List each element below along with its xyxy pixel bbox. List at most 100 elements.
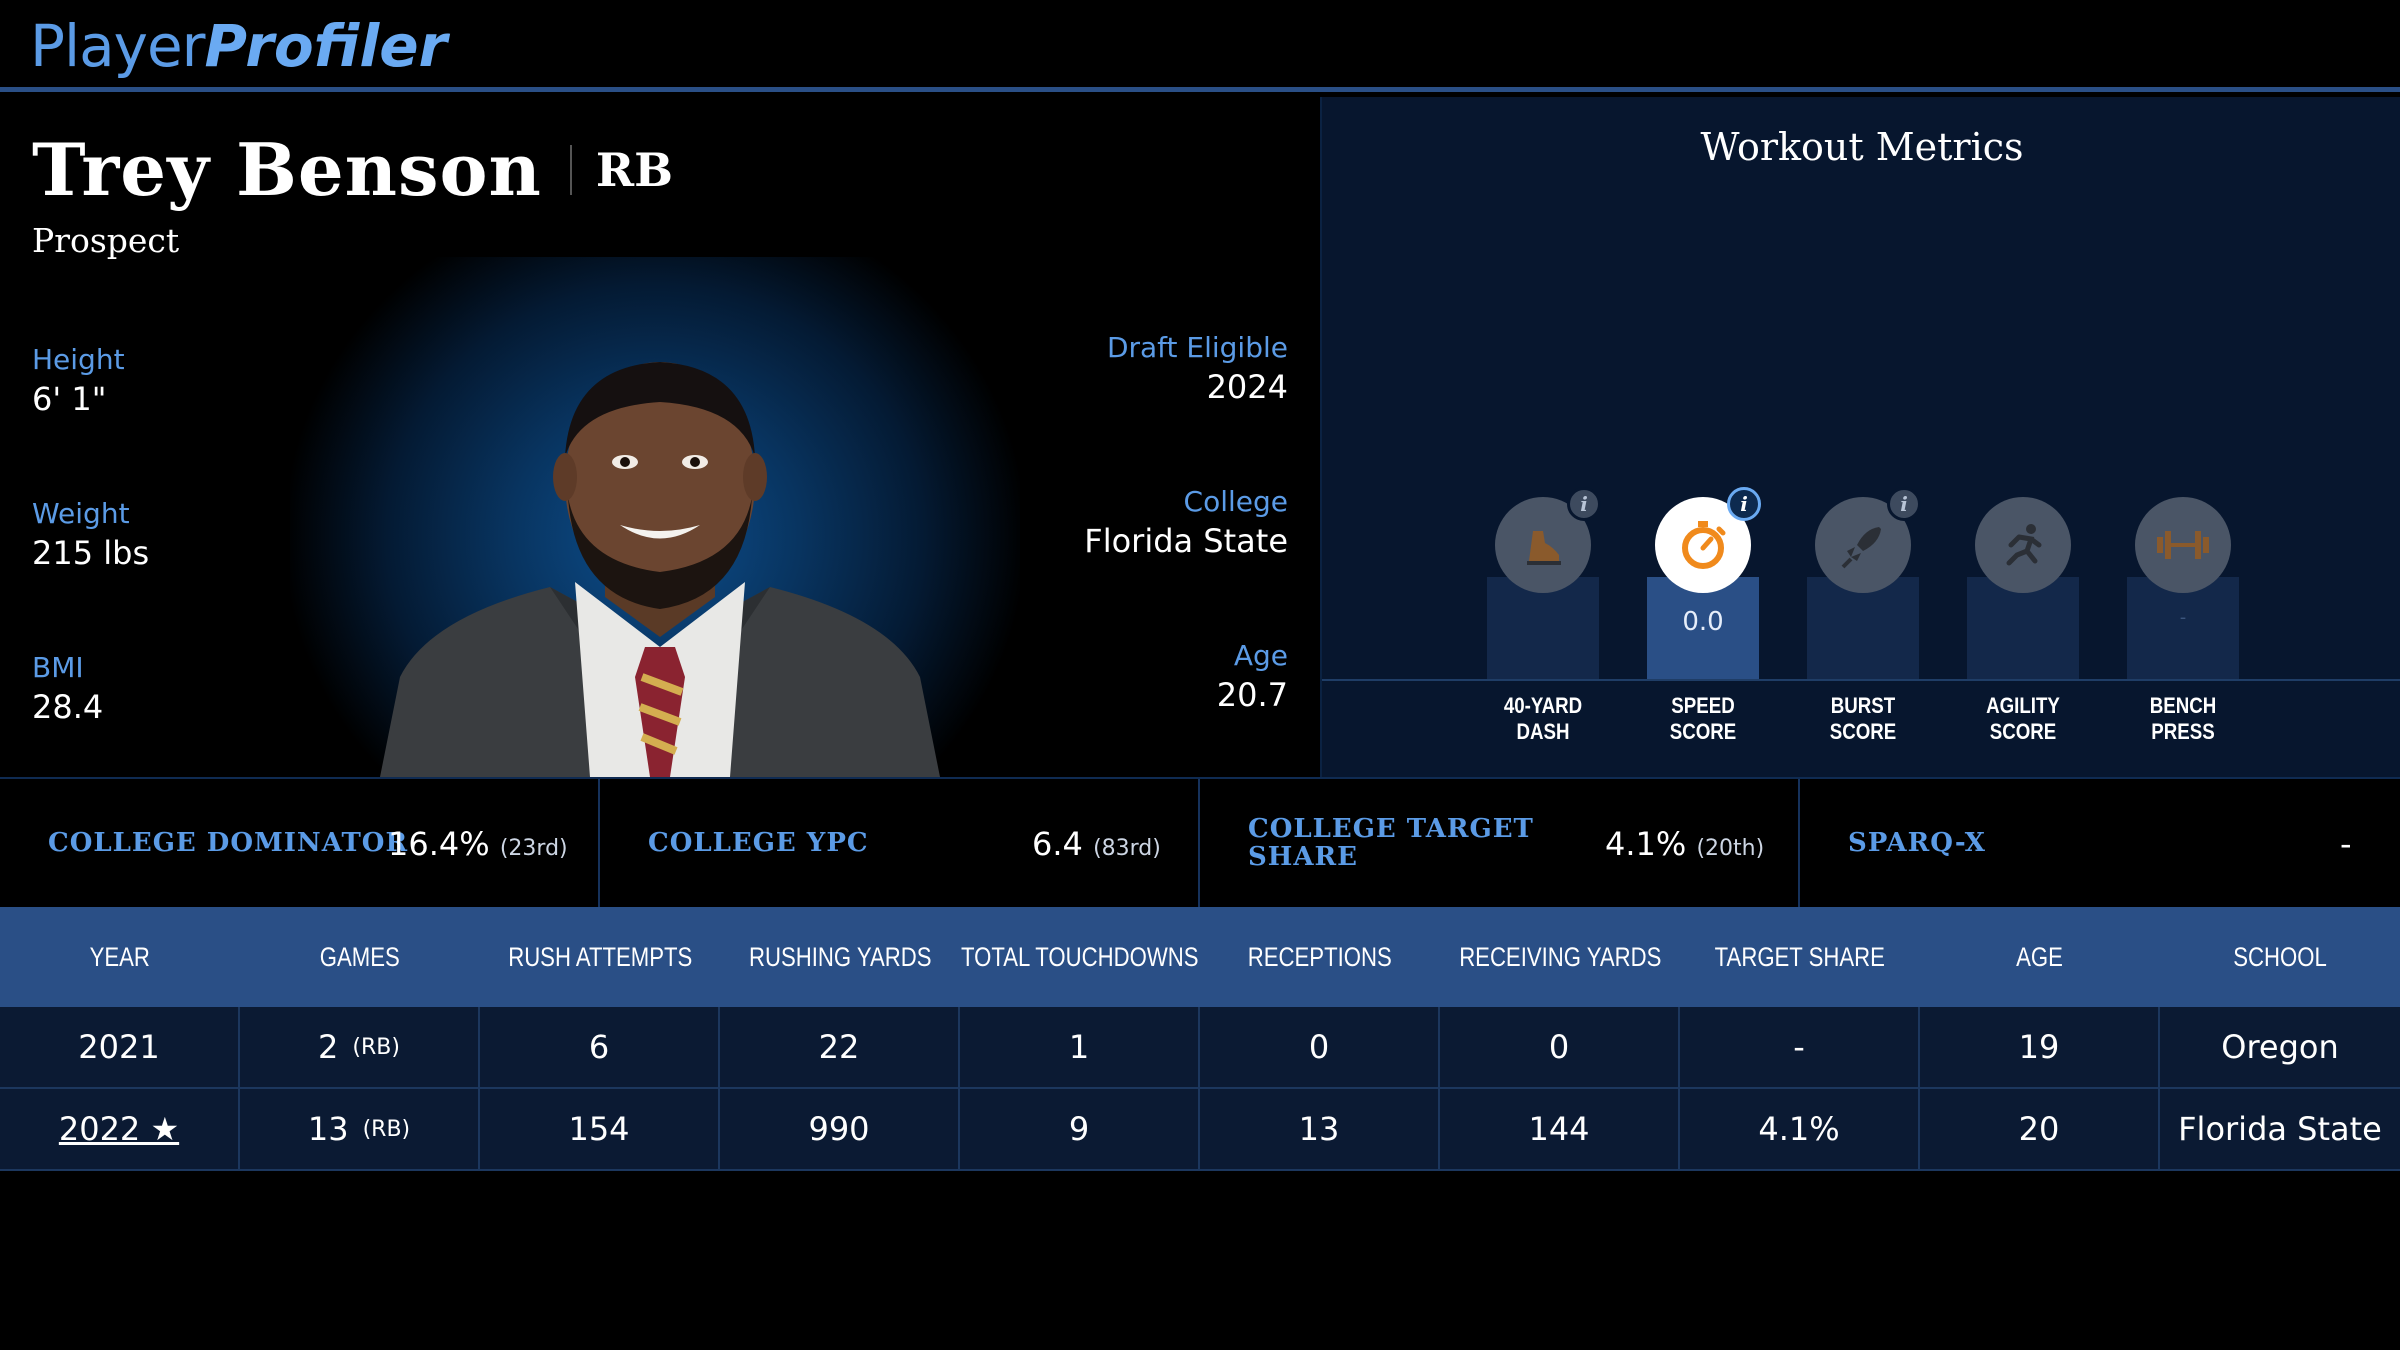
college-ypc-value: 6.4 (83rd)	[1032, 825, 1161, 863]
top-bar: PlayerProfiler	[0, 0, 2400, 92]
college-label: College	[1183, 485, 1288, 518]
column-header-rushing-yards[interactable]: RUSHING YARDS	[748, 941, 932, 972]
cell-school: Oregon	[2221, 1028, 2339, 1066]
metric-label: AGILITY SCORE	[1986, 693, 2060, 744]
metric-agility-score[interactable]: AGILITY SCORE	[1967, 497, 2079, 777]
workout-metrics-title: Workout Metrics	[1700, 125, 2024, 169]
metric-bar	[1807, 577, 1919, 679]
metric-label: BURST SCORE	[1829, 693, 1897, 744]
column-header-receiving-yards[interactable]: RECEIVING YARDS	[1458, 941, 1662, 972]
cell-rush-attempts: 6	[480, 1007, 720, 1087]
cell-target-share: 4.1%	[1680, 1089, 1920, 1169]
college-dominator-value: 16.4% (23rd)	[388, 825, 568, 863]
cell-total-touchdowns: 9	[960, 1089, 1200, 1169]
workout-metrics-panel: Workout Metrics i 40-YARD DASH i 0.0 SPEE…	[1320, 97, 2400, 777]
college-target-share-value: 4.1% (20th)	[1605, 825, 1765, 863]
metric-40-yard-dash[interactable]: i 40-YARD DASH	[1487, 487, 1601, 777]
metric-label: BENCH PRESS	[2149, 693, 2217, 744]
age-value: 20.7	[1216, 676, 1288, 714]
table-row: 2022 ★ 13 (RB) 154 990 9 13 144 4.1% 20 F…	[0, 1089, 2400, 1171]
metric-bar	[1967, 577, 2079, 679]
cell-year[interactable]: 2022 ★	[0, 1089, 240, 1169]
column-header-year[interactable]: YEAR	[89, 941, 151, 972]
logo-part-2: Profiler	[204, 12, 448, 80]
draft-eligible-value: 2024	[1206, 368, 1288, 406]
column-header-target-share[interactable]: TARGET SHARE	[1714, 941, 1886, 972]
metric-value: -	[2179, 607, 2187, 628]
college-stat: College Florida State	[1084, 483, 1288, 561]
cell-total-touchdowns: 1	[960, 1007, 1200, 1087]
column-header-age[interactable]: AGE	[2016, 941, 2064, 972]
year-link[interactable]: 2022 ★	[58, 1110, 180, 1148]
cell-receptions: 13	[1200, 1089, 1440, 1169]
logo-part-1: Player	[30, 12, 205, 80]
column-header-games[interactable]: GAMES	[320, 941, 400, 972]
table-row: 2021 2 (RB) 6 22 1 0 0 - 19 Oregon	[0, 1007, 2400, 1089]
metric-burst-score[interactable]: i BURST SCORE	[1807, 487, 1921, 777]
cell-receiving-yards: 144	[1440, 1089, 1680, 1169]
college-stats-strip: COLLEGE DOMINATOR 16.4% (23rd) COLLEGE Y…	[0, 777, 2400, 909]
running-person-icon	[1975, 497, 2071, 593]
column-header-receptions[interactable]: RECEPTIONS	[1248, 941, 1392, 972]
column-header-school[interactable]: SCHOOL	[2233, 941, 2327, 972]
draft-eligible-label: Draft Eligible	[1106, 331, 1288, 364]
age-label: Age	[1233, 639, 1288, 672]
sparq-x-label: SPARQ-X	[1848, 828, 1986, 858]
college-stats-table: YEAR GAMES RUSH ATTEMPTS RUSHING YARDS T…	[0, 907, 2400, 1171]
metric-label: 40-YARD DASH	[1503, 693, 1583, 744]
dumbbell-icon	[2135, 497, 2231, 593]
sparq-x-value: -	[2340, 825, 2352, 863]
name-divider	[569, 145, 572, 195]
college-target-share-stat[interactable]: COLLEGE TARGET SHARE 4.1% (20th)	[1200, 779, 1800, 909]
height-label: Height	[32, 343, 125, 376]
weight-value: 215 lbs	[32, 534, 150, 572]
height-value: 6' 1"	[32, 380, 107, 418]
age-stat: Age 20.7	[1217, 637, 1288, 715]
cell-rushing-yards: 990	[720, 1089, 960, 1169]
metric-label: SPEED SCORE	[1669, 693, 1737, 744]
site-logo[interactable]: PlayerProfiler	[30, 10, 447, 82]
college-ypc-label: COLLEGE YPC	[648, 828, 869, 858]
column-header-total-touchdowns[interactable]: TOTAL TOUCHDOWNS	[961, 941, 1199, 972]
cell-rush-attempts: 154	[480, 1089, 720, 1169]
metric-bar	[2127, 577, 2239, 679]
draft-eligible-stat: Draft Eligible 2024	[1107, 329, 1288, 407]
cell-year: 2021	[0, 1007, 240, 1087]
cell-age: 20	[1920, 1089, 2160, 1169]
cell-age: 19	[1920, 1007, 2160, 1087]
cell-receptions: 0	[1200, 1007, 1440, 1087]
college-dominator-label: COLLEGE DOMINATOR	[48, 828, 409, 858]
metric-bench-press[interactable]: - BENCH PRESS	[2127, 497, 2239, 777]
bmi-stat: BMI 28.4	[32, 649, 103, 727]
metric-bar	[1647, 577, 1759, 679]
college-value: Florida State	[1084, 522, 1288, 560]
metric-speed-score[interactable]: i 0.0 SPEED SCORE	[1647, 487, 1761, 777]
player-status: Prospect	[32, 221, 180, 260]
weight-label: Weight	[32, 497, 130, 530]
college-dominator-stat[interactable]: COLLEGE DOMINATOR 16.4% (23rd)	[0, 779, 600, 909]
metrics-baseline	[1322, 679, 2400, 681]
cell-games: 13 (RB)	[240, 1089, 480, 1169]
cell-rushing-yards: 22	[720, 1007, 960, 1087]
column-header-rush-attempts[interactable]: RUSH ATTEMPTS	[507, 941, 693, 972]
height-stat: Height 6' 1"	[32, 341, 125, 419]
player-name: Trey Benson	[32, 127, 542, 212]
sparq-x-stat[interactable]: SPARQ-X -	[1800, 779, 2400, 909]
info-icon[interactable]: i	[1567, 487, 1601, 521]
college-ypc-stat[interactable]: COLLEGE YPC 6.4 (83rd)	[600, 779, 1200, 909]
cell-games: 2 (RB)	[240, 1007, 480, 1087]
bmi-label: BMI	[32, 651, 84, 684]
cell-target-share: -	[1680, 1007, 1920, 1087]
table-header: YEAR GAMES RUSH ATTEMPTS RUSHING YARDS T…	[0, 907, 2400, 1007]
info-icon[interactable]: i	[1727, 487, 1761, 521]
bmi-value: 28.4	[32, 688, 104, 726]
cell-school: Florida State	[2178, 1110, 2382, 1148]
player-photo	[380, 362, 940, 777]
player-panel: Trey Benson RB Prospect Height 6' 1" Wei…	[0, 97, 1320, 777]
info-icon[interactable]: i	[1887, 487, 1921, 521]
college-target-share-label: COLLEGE TARGET SHARE	[1248, 814, 1534, 872]
weight-stat: Weight 215 lbs	[32, 495, 149, 573]
rocket-icon	[1815, 497, 1911, 593]
cell-receiving-yards: 0	[1440, 1007, 1680, 1087]
player-position: RB	[595, 143, 674, 197]
